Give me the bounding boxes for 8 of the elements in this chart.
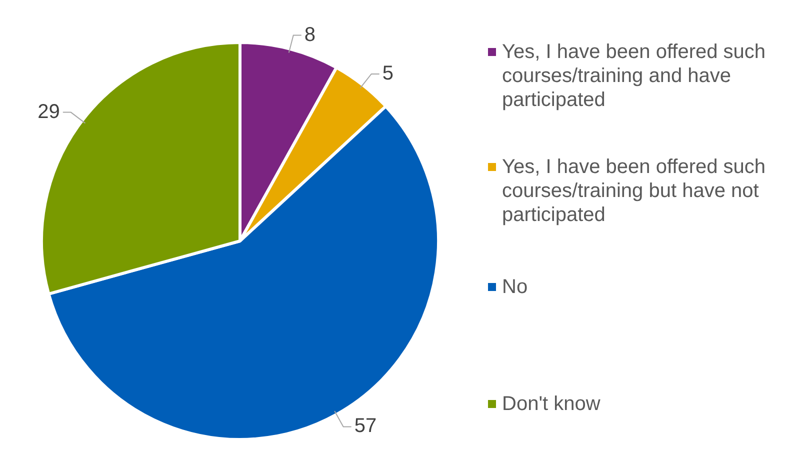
data-label: 5 [382,62,394,84]
legend-label: Yes, I have been offered such courses/training but have not participated [502,155,767,227]
data-label: 29 [38,100,60,123]
legend-label: Don't know [502,392,600,416]
data-label: 8 [304,24,316,46]
legend-label: Yes, I have been offered such courses/training and have participated [502,40,767,112]
data-label: 57 [354,415,377,438]
legend-label: No [502,275,528,299]
